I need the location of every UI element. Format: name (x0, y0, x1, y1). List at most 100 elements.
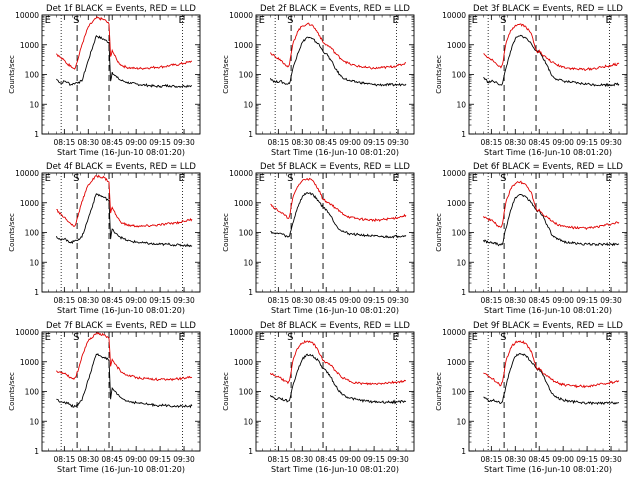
series-line-lld (483, 23, 620, 71)
x-tick-label: 09:00 (552, 296, 574, 305)
x-tick-label: 08:45 (315, 296, 337, 305)
x-tick-label: 08:30 (291, 296, 313, 305)
plot-frame (41, 331, 201, 452)
y-tick-label: 100 (25, 229, 40, 238)
x-tick-label: 09:00 (125, 455, 147, 464)
interval-marker-label: E (392, 15, 398, 26)
x-tick-label: 09:30 (600, 138, 622, 147)
interval-marker-label: E (605, 15, 611, 26)
chart-title: Det 1f BLACK = Events, RED = LLD (46, 4, 196, 14)
y-tick-label: 1000 (20, 41, 39, 50)
x-tick-label: 09:15 (363, 296, 385, 305)
x-tick-label: 08:30 (504, 296, 526, 305)
x-tick-label: 09:30 (600, 296, 622, 305)
x-tick-label: 09:15 (149, 296, 171, 305)
chart-title: Det 8f BLACK = Events, RED = LLD (260, 321, 410, 331)
x-tick-label: 08:30 (77, 296, 99, 305)
x-tick-label: 08:30 (77, 455, 99, 464)
chart-title: Det 3f BLACK = Events, RED = LLD (473, 4, 623, 14)
series-line-events (56, 35, 193, 88)
x-axis-label: Start Time (16-Jun-10 08:01:20) (484, 148, 612, 157)
x-tick-label: 09:15 (363, 138, 385, 147)
series-line-lld (270, 339, 406, 386)
y-tick-label: 10 (29, 100, 39, 109)
chart-title: Det 4f BLACK = Events, RED = LLD (46, 162, 196, 172)
y-axis-label: Counts/sec (435, 55, 443, 94)
series-line-lld (270, 177, 407, 223)
series-line-lld (56, 16, 192, 70)
x-tick-label: 08:45 (315, 138, 337, 147)
chart-panel-7: Det 7f BLACK = Events, RED = LLD Counts/s… (8, 321, 201, 474)
x-tick-label: 09:00 (339, 455, 361, 464)
y-tick-label: 10 (29, 258, 39, 267)
chart-panel-9: Det 9f BLACK = Events, RED = LLD Counts/s… (435, 321, 628, 474)
x-tick-label: 09:30 (387, 138, 409, 147)
plot-frame (255, 172, 415, 293)
interval-marker-label: S (287, 173, 293, 184)
series-line-events (269, 36, 407, 87)
interval-marker-label: S (287, 332, 293, 343)
series-line-events (269, 353, 407, 405)
chart-panel-8: Det 8f BLACK = Events, RED = LLD Counts/s… (222, 321, 415, 474)
x-tick-label: 09:15 (149, 138, 171, 147)
x-tick-label: 09:00 (125, 296, 147, 305)
y-axis-label: Counts/sec (8, 372, 16, 411)
x-axis-label: Start Time (16-Jun-10 08:01:20) (271, 306, 399, 315)
chart-title: Det 9f BLACK = Events, RED = LLD (473, 321, 623, 331)
plot-frame (41, 14, 201, 135)
x-axis-label: Start Time (16-Jun-10 08:01:20) (57, 465, 185, 474)
y-tick-label: 10 (29, 417, 39, 426)
y-tick-label: 1 (248, 447, 253, 456)
series-line-lld (483, 340, 620, 389)
plot-frame (255, 14, 415, 135)
interval-marker-label: S (73, 173, 79, 184)
y-tick-label: 100 (452, 388, 467, 397)
y-tick-label: 1 (34, 130, 39, 139)
interval-marker-label: E (259, 173, 265, 184)
x-tick-label: 09:30 (600, 455, 622, 464)
x-tick-label: 08:15 (54, 138, 76, 147)
y-tick-label: 1 (461, 447, 466, 456)
y-tick-label: 1000 (447, 199, 466, 208)
y-tick-label: 10 (456, 258, 466, 267)
x-tick-label: 09:15 (149, 455, 171, 464)
x-tick-label: 08:15 (481, 138, 503, 147)
x-axis-label: Start Time (16-Jun-10 08:01:20) (271, 465, 399, 474)
y-axis-label: Counts/sec (222, 55, 230, 94)
y-axis-label: Counts/sec (222, 213, 230, 252)
y-tick-label: 1 (248, 288, 253, 297)
chart-panel-4: Det 4f BLACK = Events, RED = LLD Counts/s… (8, 162, 201, 315)
interval-marker-label: E (178, 173, 184, 184)
y-tick-label: 100 (452, 229, 467, 238)
chart-title: Det 2f BLACK = Events, RED = LLD (260, 4, 410, 14)
y-tick-label: 1 (248, 130, 253, 139)
y-tick-label: 1 (34, 447, 39, 456)
x-tick-label: 08:30 (291, 455, 313, 464)
series-line-lld (270, 22, 406, 70)
x-tick-label: 08:15 (268, 296, 290, 305)
x-tick-label: 08:30 (77, 138, 99, 147)
series-line-events (483, 194, 620, 247)
chart-panel-5: Det 5f BLACK = Events, RED = LLD Counts/s… (222, 162, 415, 315)
interval-marker-label: E (605, 332, 611, 343)
interval-marker-label: E (259, 332, 265, 343)
y-tick-label: 100 (239, 71, 254, 80)
series-line-lld (56, 174, 193, 228)
series-line-events (270, 192, 407, 239)
interval-marker-label: E (472, 173, 478, 184)
x-tick-label: 09:30 (173, 138, 195, 147)
x-axis-label: Start Time (16-Jun-10 08:01:20) (57, 148, 185, 157)
series-line-lld (483, 180, 620, 231)
y-tick-label: 10 (243, 100, 253, 109)
y-tick-label: 10000 (15, 169, 39, 178)
y-tick-label: 1000 (20, 199, 39, 208)
y-tick-label: 10000 (442, 169, 466, 178)
series-line-events (483, 353, 619, 406)
y-axis-label: Counts/sec (435, 213, 443, 252)
plot-frame (41, 172, 201, 293)
interval-marker-label: E (178, 332, 184, 343)
chart-panel-1: Det 1f BLACK = Events, RED = LLD Counts/s… (8, 4, 201, 157)
y-tick-label: 10 (456, 100, 466, 109)
x-tick-label: 09:15 (576, 455, 598, 464)
